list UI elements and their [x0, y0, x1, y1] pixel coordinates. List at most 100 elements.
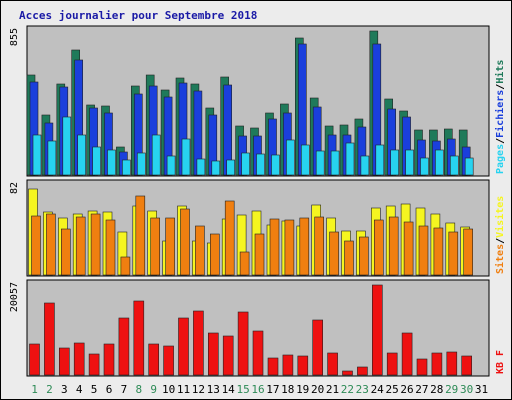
bar-top-pages-5 — [92, 146, 101, 176]
x-tick-label-5: 5 — [91, 383, 98, 396]
bar-top-pages-24 — [375, 144, 385, 176]
bar-bottom-kb-f-5 — [88, 353, 100, 376]
x-tick-label-11: 11 — [177, 383, 190, 396]
bar-top-pages-12 — [196, 158, 206, 176]
x-tick-label-12: 12 — [192, 383, 205, 396]
x-tick-label-4: 4 — [76, 383, 83, 396]
legend-top: Pages/Fichiers/Hits — [494, 60, 506, 174]
bar-middle-sites-1 — [31, 215, 41, 276]
legend-item-sites: Sites — [494, 244, 506, 274]
legend-separator: / — [495, 238, 506, 244]
bar-top-pages-13 — [211, 160, 221, 176]
bar-middle-sites-9 — [150, 217, 160, 276]
bar-bottom-kb-f-10 — [163, 345, 174, 376]
bar-middle-sites-21 — [329, 231, 339, 276]
x-tick-label-30: 30 — [460, 383, 473, 396]
bar-bottom-kb-f-21 — [327, 352, 338, 376]
bar-top-pages-22 — [345, 142, 355, 176]
bar-bottom-kb-f-18 — [282, 354, 294, 376]
bar-bottom-kb-f-29 — [446, 351, 458, 376]
x-tick-label-19: 19 — [296, 383, 309, 396]
chart-title: Acces journalier pour Septembre 2018 — [19, 9, 258, 22]
bar-bottom-kb-f-20 — [312, 319, 324, 376]
x-tick-label-26: 26 — [400, 383, 413, 396]
bar-middle-sites-26 — [403, 221, 414, 276]
bar-top-pages-28 — [435, 149, 444, 176]
x-tick-label-29: 29 — [445, 383, 458, 396]
bar-bottom-kb-f-30 — [461, 355, 473, 376]
bar-bottom-kb-f-25 — [386, 352, 398, 376]
bar-top-pages-3 — [62, 116, 72, 176]
bar-bottom-kb-f-7 — [118, 317, 130, 376]
bar-middle-sites-2 — [46, 213, 56, 276]
bar-bottom-kb-f-2 — [44, 302, 55, 376]
x-tick-label-31: 31 — [475, 383, 488, 396]
legend-item-kb-f: KB F — [495, 350, 506, 374]
bar-bottom-kb-f-26 — [401, 332, 413, 376]
bar-middle-sites-14 — [224, 200, 235, 276]
legend-middle: Sites/Visites — [494, 196, 506, 274]
x-tick-label-18: 18 — [281, 383, 294, 396]
y-max-label-middle: 82 — [9, 182, 20, 194]
bar-middle-sites-17 — [269, 218, 280, 276]
x-tick-label-25: 25 — [385, 383, 398, 396]
bar-top-pages-30 — [464, 157, 474, 176]
bar-middle-sites-19 — [299, 217, 310, 276]
legend-item-fichiers: Fichiers — [494, 90, 506, 138]
bar-top-pages-15 — [241, 152, 250, 176]
bar-middle-sites-6 — [105, 219, 116, 276]
x-tick-label-9: 9 — [150, 383, 157, 396]
bar-middle-sites-15 — [239, 251, 250, 276]
legend-item-visites: Visites — [494, 196, 506, 238]
legend-separator: / — [495, 84, 506, 90]
bar-top-pages-20 — [315, 150, 325, 176]
bar-bottom-kb-f-12 — [193, 310, 204, 376]
bar-middle-sites-22 — [344, 240, 354, 276]
bar-top-pages-16 — [256, 153, 265, 176]
bar-bottom-kb-f-9 — [148, 343, 159, 376]
x-tick-label-16: 16 — [251, 383, 264, 396]
bar-top-pages-21 — [330, 150, 340, 176]
bar-bottom-kb-f-4 — [73, 342, 85, 376]
bar-top-pages-29 — [449, 155, 459, 176]
bar-top-pages-17 — [271, 154, 280, 176]
bar-middle-sites-18 — [284, 219, 295, 276]
x-tick-label-17: 17 — [266, 383, 279, 396]
bar-bottom-kb-f-15 — [237, 311, 249, 376]
x-tick-label-14: 14 — [222, 383, 236, 396]
legend-bottom: KB F — [495, 350, 506, 374]
legend-item-pages: Pages — [495, 144, 506, 174]
x-tick-label-15: 15 — [236, 383, 249, 396]
bar-bottom-kb-f-17 — [267, 357, 279, 376]
bar-bottom-kb-f-16 — [252, 330, 264, 376]
bar-middle-sites-23 — [359, 236, 369, 276]
x-tick-label-28: 28 — [430, 383, 443, 396]
bar-bottom-kb-f-19 — [297, 355, 309, 376]
bar-middle-sites-10 — [165, 217, 175, 276]
bar-middle-sites-25 — [388, 216, 399, 276]
bar-top-pages-14 — [226, 159, 235, 176]
bar-top-pages-10 — [166, 155, 176, 176]
bar-middle-sites-30 — [463, 228, 474, 276]
bar-bottom-kb-f-3 — [58, 347, 70, 376]
y-max-label-bottom: 20057 — [9, 282, 20, 312]
bar-bottom-kb-f-23 — [357, 366, 368, 376]
x-tick-label-8: 8 — [135, 383, 142, 396]
bar-top-pages-1 — [32, 134, 42, 176]
bar-middle-sites-12 — [195, 225, 205, 276]
x-tick-label-23: 23 — [356, 383, 369, 396]
bar-bottom-kb-f-24 — [371, 284, 383, 376]
bar-top-pages-7 — [122, 159, 131, 176]
bar-bottom-kb-f-28 — [431, 352, 443, 376]
bar-middle-sites-27 — [418, 225, 429, 276]
bar-middle-sites-3 — [60, 228, 71, 276]
x-tick-label-20: 20 — [311, 383, 324, 396]
bar-top-pages-8 — [137, 152, 146, 176]
bar-bottom-kb-f-6 — [103, 343, 115, 376]
bar-top-pages-25 — [390, 149, 400, 176]
bar-top-pages-18 — [286, 139, 295, 176]
bar-top-pages-9 — [151, 134, 161, 176]
bar-middle-sites-20 — [314, 216, 325, 276]
bar-top-pages-11 — [181, 138, 191, 176]
